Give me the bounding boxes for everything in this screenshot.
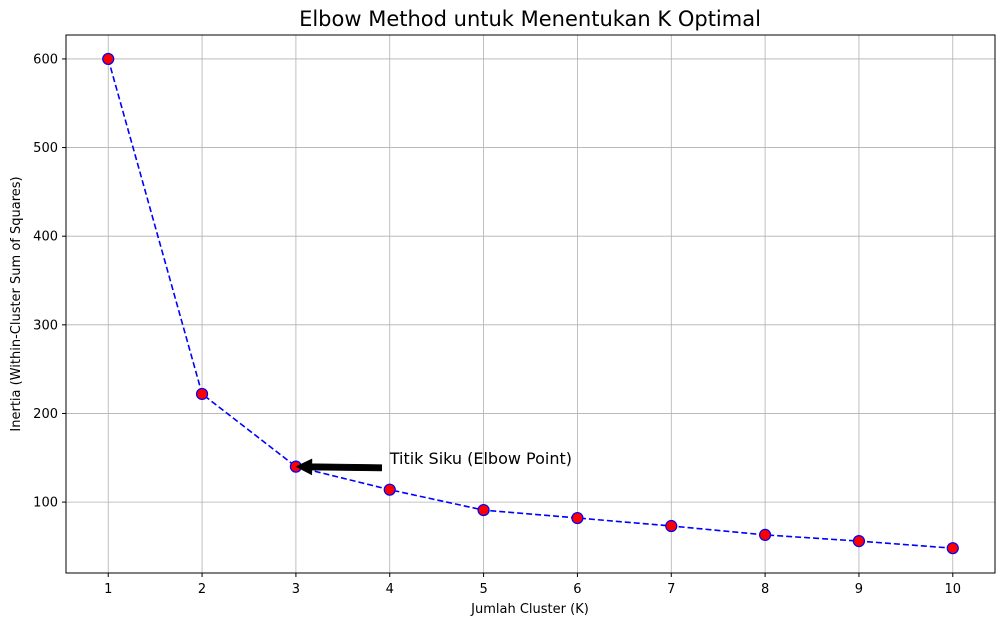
x-axis-label: Jumlah Cluster (K) [470,602,589,617]
data-point [571,511,584,525]
chart-title: Elbow Method untuk Menentukan K Optimal [299,7,761,31]
axis-ticks: 1 2 3 4 5 6 7 8 9 10 100 200 300 400 500 600 [33,52,961,597]
data-point [852,534,866,548]
series-line [107,58,953,549]
plot-area [65,34,996,574]
data-point [665,519,678,533]
y-tick-label: 600 [33,52,58,67]
data-point [477,503,490,517]
annotation-arrow [295,458,383,476]
x-tick-label: 4 [386,582,394,597]
data-point [946,542,959,555]
annotation-label: Titik Siku (Elbow Point) [389,449,572,468]
y-tick-label: 500 [33,141,58,156]
y-tick-label: 100 [33,496,58,511]
x-tick-label: 2 [198,582,206,597]
y-tick-label: 400 [33,230,58,245]
x-tick-label: 10 [944,582,961,597]
y-tick-label: 200 [33,407,58,422]
annotation: Titik Siku (Elbow Point) [295,449,572,476]
x-tick-label: 7 [667,582,675,597]
x-tick-label: 3 [292,582,300,597]
series-inertia [102,52,959,555]
data-point [758,528,772,541]
data-point [102,52,115,66]
x-tick-label: 5 [479,582,487,597]
y-axis-label: Inertia (Within-Cluster Sum of Squares) [9,176,24,431]
data-point [383,483,396,496]
y-tick-label: 300 [33,318,58,333]
x-tick-label: 1 [104,582,112,597]
x-tick-label: 8 [761,582,769,597]
x-tick-label: 9 [855,582,863,597]
data-point [195,387,209,401]
x-tick-label: 6 [573,582,581,597]
grid [66,35,995,573]
